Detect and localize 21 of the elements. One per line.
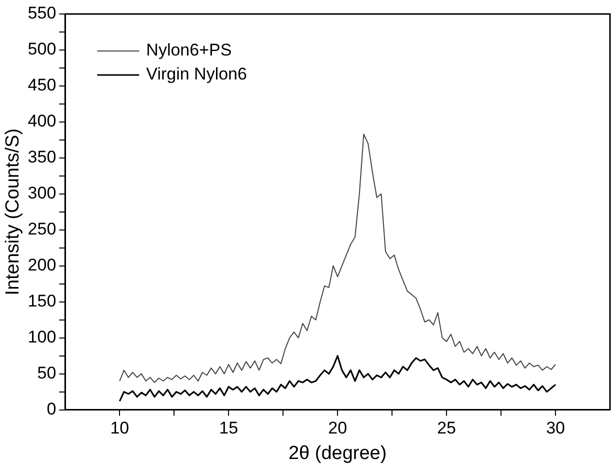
y-tick-label: 250 bbox=[28, 220, 56, 239]
x-tick-label: 10 bbox=[110, 418, 130, 438]
y-tick-label: 300 bbox=[28, 184, 56, 203]
x-axis-title: 2θ (degree) bbox=[288, 442, 387, 464]
y-tick-label: 400 bbox=[28, 112, 56, 131]
legend-label: Nylon6+PS bbox=[146, 40, 232, 60]
y-tick-label: 200 bbox=[28, 256, 56, 275]
y-tick-label: 550 bbox=[28, 4, 56, 23]
x-tick-label: 30 bbox=[546, 418, 565, 438]
x-tick-label: 20 bbox=[328, 418, 348, 438]
y-tick-label: 450 bbox=[28, 76, 56, 95]
y-tick-label: 350 bbox=[28, 148, 56, 167]
y-tick-label: 150 bbox=[28, 292, 56, 311]
x-tick-label: 15 bbox=[219, 418, 238, 438]
x-tick-label: 25 bbox=[437, 418, 456, 438]
y-tick-label: 100 bbox=[28, 328, 56, 347]
y-tick-label: 500 bbox=[28, 40, 56, 59]
y-tick-label: 0 bbox=[46, 399, 56, 418]
y-tick-label: 50 bbox=[37, 364, 56, 383]
legend-label: Virgin Nylon6 bbox=[146, 64, 247, 84]
y-axis-title: Intensity (Counts/S) bbox=[2, 128, 24, 296]
